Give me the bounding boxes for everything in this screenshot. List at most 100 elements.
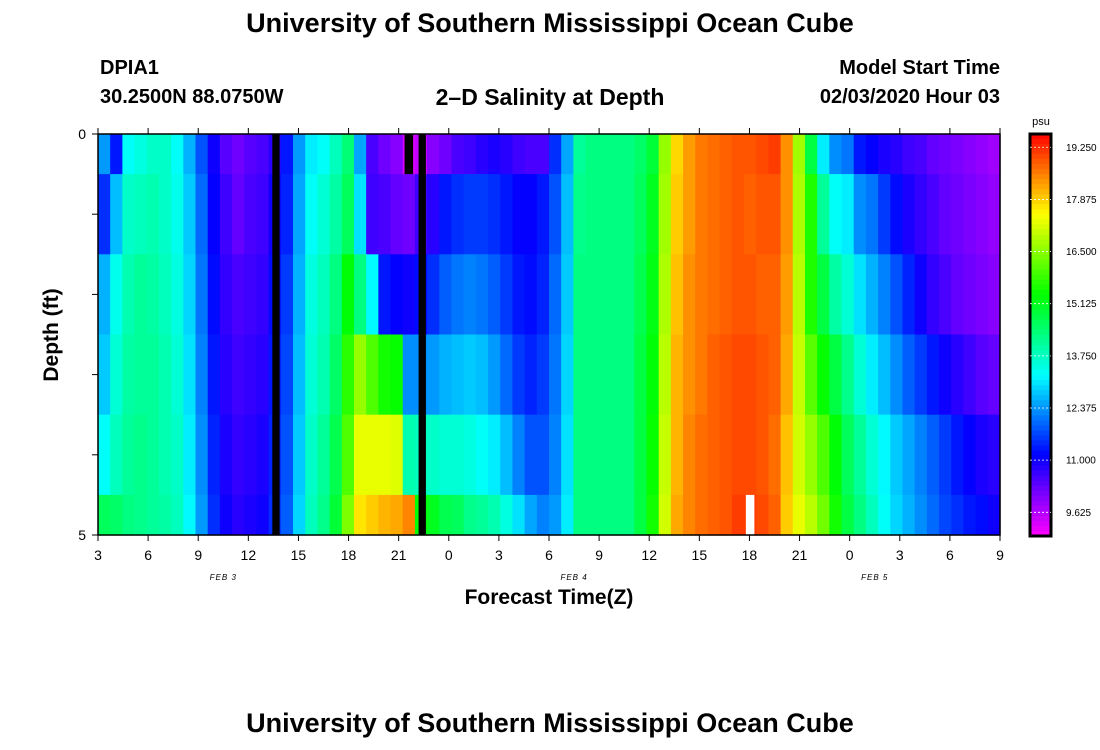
heatmap-cell: [512, 414, 526, 496]
heatmap-cell: [609, 334, 623, 416]
x-axis-ticks: 3 6 9 12 15 18 21 0 3 6 9 12 15 18 21 0 3 6 9: [94, 128, 1004, 563]
heatmap-cell: [597, 414, 611, 496]
heatmap-cell: [378, 254, 392, 336]
heatmap-cell: [804, 334, 818, 416]
heatmap-cell: [561, 414, 574, 496]
colorbar-swatch: [1030, 314, 1051, 321]
heatmap-cell: [707, 134, 721, 175]
colorbar-swatch: [1030, 445, 1051, 452]
heatmap-cell: [207, 174, 221, 255]
heatmap-cell: [792, 494, 806, 536]
heatmap-cell: [549, 174, 562, 255]
heatmap-cell: [512, 254, 526, 336]
heatmap-cell: [427, 174, 440, 255]
heatmap-cell: [134, 334, 148, 416]
heatmap-cell: [756, 134, 770, 175]
heatmap-cell: [902, 414, 916, 496]
colorbar-swatch: [1030, 279, 1051, 286]
heatmap-cell: [756, 414, 770, 496]
colorbar-swatch: [1030, 510, 1051, 517]
heatmap-cell: [305, 494, 319, 536]
colorbar-swatch: [1030, 204, 1051, 210]
heatmap-cell: [890, 134, 904, 175]
heatmap-cell: [378, 494, 392, 536]
heatmap-cell: [500, 414, 514, 496]
heatmap-cell: [792, 414, 806, 496]
heatmap-cell: [378, 134, 392, 175]
colorbar-swatch: [1030, 319, 1051, 326]
heatmap-cell: [475, 494, 489, 536]
heatmap-cell: [122, 134, 136, 175]
heatmap-cell: [902, 334, 916, 416]
heatmap-cell: [695, 494, 709, 536]
heatmap-cell: [646, 414, 660, 496]
colorbar-tick-label: 12.375: [1066, 404, 1097, 415]
heatmap-cell: [878, 494, 891, 536]
heatmap-cell: [317, 174, 331, 255]
heatmap-cell: [390, 334, 404, 416]
colorbar-tick-label: 13.750: [1066, 351, 1097, 362]
heatmap-cell: [780, 414, 794, 496]
heatmap-cell: [98, 134, 111, 175]
heatmap-cell: [561, 254, 574, 336]
heatmap-cell: [122, 174, 136, 255]
colorbar-swatch: [1030, 169, 1051, 175]
heatmap-cell: [975, 414, 989, 496]
heatmap-cell: [232, 414, 245, 496]
heatmap-cell: [585, 334, 599, 416]
heatmap-cell: [853, 494, 867, 536]
heatmap-cell: [841, 254, 855, 336]
colorbar-swatch: [1030, 304, 1051, 311]
x-tick-label: 0: [445, 547, 453, 563]
heatmap-cell: [731, 334, 745, 416]
colorbar-swatch: [1030, 179, 1051, 185]
heatmap-cell: [914, 334, 928, 416]
heatmap-cell: [524, 254, 538, 336]
heatmap-cell: [488, 494, 501, 536]
heatmap-cell: [695, 414, 709, 496]
heatmap-cell: [878, 174, 891, 255]
heatmap-cell: [951, 134, 965, 175]
heatmap-cell: [561, 494, 574, 536]
heatmap-cell: [622, 334, 635, 416]
heatmap-cell: [658, 134, 672, 175]
heatmap-cell: [451, 414, 465, 496]
colorbar-swatch: [1030, 460, 1051, 467]
heatmap-cell: [609, 494, 623, 536]
heatmap-cell: [561, 174, 574, 255]
heatmap-cell: [280, 174, 294, 255]
heatmap-cell: [975, 254, 989, 336]
colorbar-swatch: [1030, 370, 1051, 376]
heatmap-cell: [549, 254, 562, 336]
heatmap-cell: [329, 174, 343, 255]
heatmap-cell: [329, 334, 343, 416]
heatmap-cell: [524, 334, 538, 416]
x-tick-label: 15: [692, 547, 708, 563]
heatmap-cell: [512, 334, 526, 416]
heatmap-cell: [146, 414, 160, 496]
heatmap-cell: [670, 334, 684, 416]
colorbar-swatch: [1030, 184, 1051, 190]
heatmap-cell: [475, 254, 489, 336]
heatmap-cell: [841, 334, 855, 416]
heatmap-cell: [926, 494, 940, 536]
heatmap-cell: [792, 174, 806, 255]
colorbar-swatch: [1030, 244, 1051, 251]
heatmap-cell: [683, 134, 696, 175]
heatmap-cell: [585, 414, 599, 496]
heatmap-cell: [573, 494, 587, 536]
heatmap-cell: [951, 494, 965, 536]
heatmap-cell: [573, 134, 587, 175]
colorbar-swatch: [1030, 375, 1051, 381]
heatmap-cell: [573, 174, 587, 255]
heatmap-cell: [280, 254, 294, 336]
colorbar-swatch: [1030, 385, 1051, 391]
heatmap-cell: [524, 174, 538, 255]
date-label: FEB 5: [861, 573, 888, 582]
heatmap-cell: [768, 494, 782, 536]
colorbar-swatch: [1030, 199, 1051, 205]
heatmap-cell: [963, 334, 977, 416]
heatmap-cell: [841, 414, 855, 496]
heatmap-cell: [488, 254, 501, 336]
heatmap-cell: [293, 134, 306, 175]
